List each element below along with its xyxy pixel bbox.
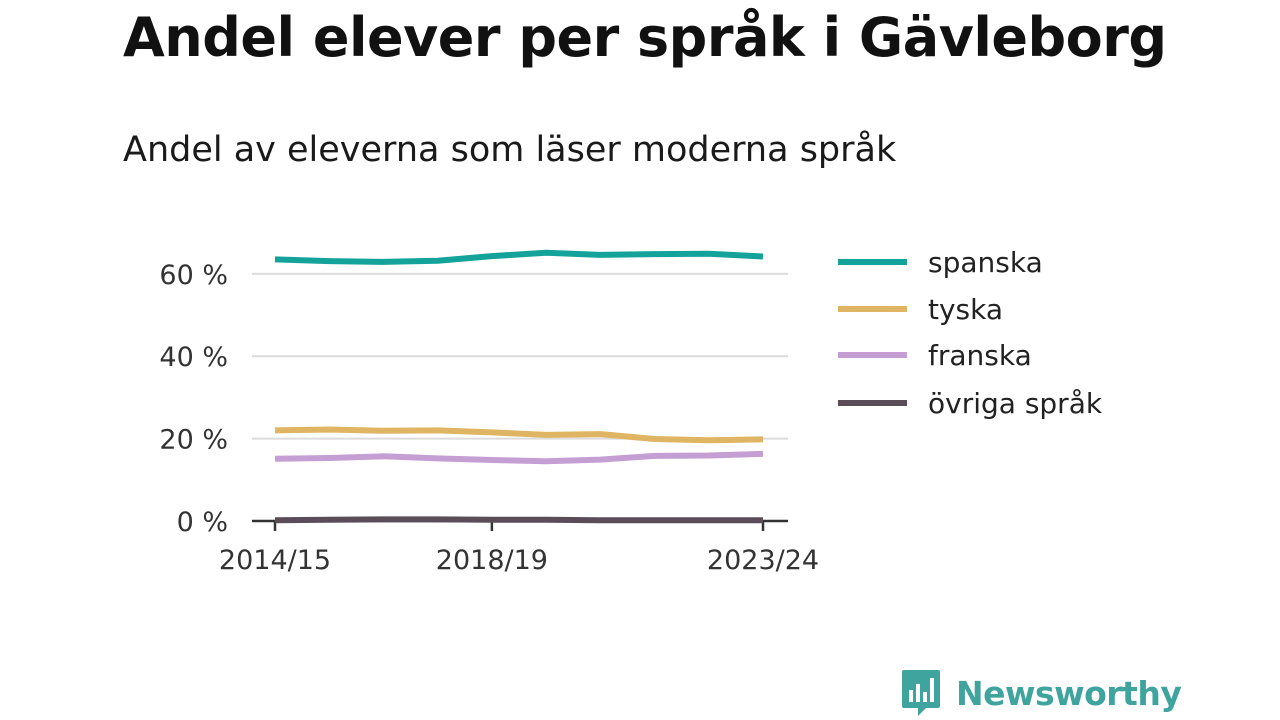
newsworthy-logo-icon: [902, 670, 940, 716]
line-chart: 0 % 20 % 40 % 60 % 2014/15 2018/19 2023/24 sp…: [159, 246, 1103, 576]
grid-lines: [252, 272, 788, 440]
x-tick-label: 2023/24: [707, 545, 819, 576]
legend-label: franska: [928, 339, 1032, 372]
y-tick-label: 60 %: [159, 260, 228, 291]
series-line-franska: [274, 450, 764, 465]
brand-name: Newsworthy: [956, 673, 1182, 713]
y-tick-label: 40 %: [159, 342, 228, 373]
page-title: Andel elever per språk i Gävleborg: [123, 6, 1167, 69]
legend-label: spanska: [928, 246, 1043, 279]
series-line-spanska: [274, 249, 764, 265]
x-tick-label: 2018/19: [436, 545, 548, 576]
x-axis-tick-labels: 2014/15 2018/19 2023/24: [219, 545, 819, 576]
series-line-övriga-språk: [274, 516, 763, 524]
brand-logo: Newsworthy: [900, 668, 1182, 718]
series-line-tyska: [274, 426, 764, 444]
y-axis-tick-labels: 0 % 20 % 40 % 60 %: [159, 260, 228, 538]
y-tick-label: 0 %: [177, 507, 228, 538]
chart-subtitle: Andel av eleverna som läser moderna språ…: [123, 130, 897, 170]
y-tick-label: 20 %: [159, 425, 228, 456]
series-lines: [274, 249, 764, 524]
x-tick-label: 2014/15: [219, 545, 331, 576]
legend-label: tyska: [928, 293, 1003, 326]
legend-label: övriga språk: [928, 387, 1103, 420]
legend: spanska tyska franska övriga språk: [838, 246, 1103, 420]
